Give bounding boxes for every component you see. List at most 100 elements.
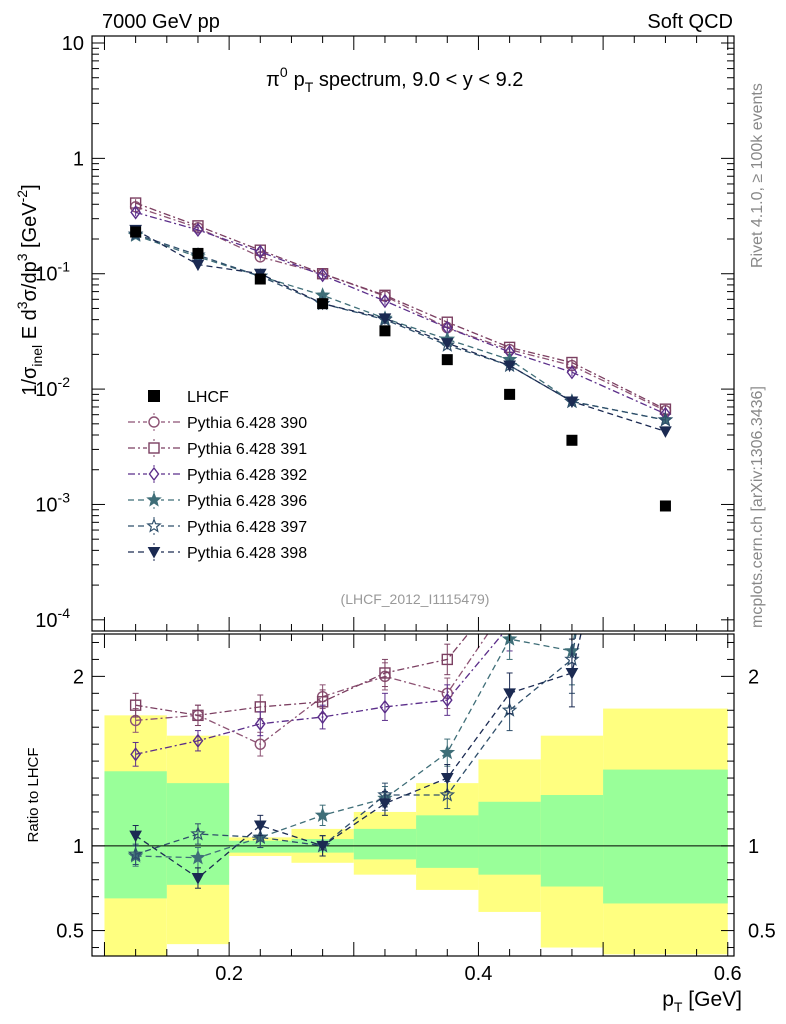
series-line-2 (135, 211, 666, 415)
legend-marker-4 (146, 517, 162, 533)
ratio-series-1-point-1 (192, 709, 204, 722)
series-5-point-6 (503, 360, 516, 373)
ratio-series-line-3 (135, 634, 576, 859)
x-axis-label: pT [GeV] (662, 988, 742, 1015)
main-y-axis-label: 1/σinel E d3σ/dp3 [GeV-2] (14, 184, 45, 395)
ratio-y-tick-label-left-0: 2 (73, 666, 84, 688)
ratio-series-4-point-2 (252, 829, 269, 844)
ratio-series-0-point-2 (254, 738, 266, 750)
main-y-tick-label-0: 10 (62, 33, 84, 55)
series-line-5 (135, 229, 666, 433)
mcplots-reference-label: mcplots.cern.ch [arXiv:1306.3436] (749, 386, 766, 628)
legend-marker-5 (147, 547, 161, 559)
series-2-point-4 (379, 293, 391, 309)
lhcf-data-point-6 (504, 388, 516, 400)
ratio-series-5-point-1 (191, 873, 205, 885)
ratio-series-2-point-2 (254, 716, 266, 731)
series-2-point-2 (254, 244, 266, 259)
ratio-series-5-point-7 (565, 667, 579, 680)
header-left-label: 7000 GeV pp (102, 11, 220, 33)
legend-marker-bg-2 (147, 467, 161, 481)
ratio-series-0-point-7 (567, 265, 577, 275)
main-y-tick-label-5: 10-4 (35, 605, 70, 632)
series-2-point-3 (317, 268, 328, 283)
analysis-id-label: (LHCF_2012_I1115479) (341, 591, 490, 607)
legend-label-3: Pythia 6.428 396 (187, 493, 307, 510)
x-tick-label-2: 0.6 (714, 963, 742, 985)
ratio-series-1-point-7 (567, 214, 577, 224)
plot-title: π0 pT spectrum, 9.0 < y < 9.2 (266, 64, 523, 95)
ratio-series-1-point-5 (441, 653, 453, 666)
legend-marker-1 (148, 442, 160, 454)
series-5-point-4 (378, 313, 392, 325)
ratio-series-2-point-4 (379, 699, 391, 715)
lhcf-data-point-5 (441, 354, 453, 366)
ratio-series-3-point-3 (314, 807, 331, 822)
series-2-point-7 (566, 365, 578, 380)
ratio-series-4-point-5 (439, 786, 456, 802)
legend-marker-2 (148, 466, 160, 482)
main-y-tick-label-4: 10-3 (35, 489, 70, 516)
ratio-series-2-point-3 (317, 709, 328, 725)
stat-uncertainty-band-5 (416, 815, 479, 868)
lhcf-data-point-3 (317, 298, 329, 310)
ratio-series-3-point-1 (190, 849, 206, 865)
ratio-series-0-point-6 (505, 597, 515, 607)
ratio-y-tick-label-right-0: 2 (748, 666, 759, 688)
ratio-series-1-point-4 (379, 667, 391, 679)
stat-uncertainty-band-4 (353, 828, 417, 860)
ratio-series-2-point-1 (192, 733, 204, 748)
ratio-series-5-point-2 (253, 820, 267, 833)
ratio-series-4-point-1 (190, 825, 206, 841)
main-y-tick-label-3: 10-2 (35, 374, 70, 401)
series-1-point-7 (566, 356, 578, 369)
ratio-series-3-point-5 (439, 744, 456, 760)
ratio-series-3-point-8 (659, 60, 671, 72)
ratio-series-line-1 (135, 634, 469, 716)
legend-marker-bg-1 (147, 441, 161, 455)
ratio-series-5-point-4 (378, 798, 392, 811)
ratio-y-tick-label-right-2: 0.5 (748, 921, 776, 943)
ratio-series-2-point-5 (441, 692, 453, 708)
main-y-tick-label-1: 1 (73, 148, 84, 170)
ratio-series-5-point-3 (316, 840, 329, 853)
legend-label-5: Pythia 6.428 398 (187, 545, 307, 562)
legend-lhcf-label: LHCF (187, 389, 229, 406)
legend-label-4: Pythia 6.428 397 (187, 519, 307, 536)
stat-uncertainty-band-8 (603, 769, 728, 904)
series-1-point-0 (129, 197, 142, 209)
ratio-series-4-point-8 (659, 60, 671, 72)
ratio-y-tick-label-right-1: 1 (748, 836, 759, 858)
lhcf-data-point-8 (659, 500, 671, 512)
series-line-0 (135, 206, 666, 412)
ratio-series-5-point-5 (440, 773, 454, 785)
ratio-y-tick-label-left-1: 1 (73, 836, 84, 858)
ratio-series-line-5 (135, 634, 582, 879)
lhcf-data-point-2 (254, 273, 266, 285)
series-5-point-8 (659, 426, 672, 438)
ratio-series-2-point-0 (130, 747, 142, 762)
legend-label-0: Pythia 6.428 390 (187, 415, 307, 432)
ratio-series-1-point-0 (129, 699, 142, 711)
stat-uncertainty-band-7 (540, 795, 604, 887)
ratio-y-axis-label: Ratio to LHCF (25, 747, 42, 842)
lhcf-data-point-0 (130, 226, 142, 238)
x-tick-label-0: 0.2 (215, 963, 243, 985)
legend-label-2: Pythia 6.428 392 (187, 467, 307, 484)
series-5-point-7 (565, 396, 579, 409)
ratio-series-1-point-6 (505, 578, 515, 588)
lhcf-data-point-7 (566, 434, 578, 446)
stat-uncertainty-band-6 (478, 801, 541, 875)
ratio-series-2-point-7 (567, 348, 576, 360)
series-4-point-8 (657, 411, 674, 427)
legend-marker-0 (148, 416, 160, 428)
series-2-point-0 (130, 205, 142, 220)
lhcf-data-point-4 (379, 325, 391, 337)
ratio-series-4-point-0 (127, 846, 144, 861)
header-right-label: Soft QCD (647, 11, 733, 33)
series-5-point-1 (191, 259, 205, 272)
x-tick-label-1: 0.4 (465, 963, 493, 985)
ratio-series-line-2 (135, 634, 504, 755)
series-5-point-5 (440, 338, 454, 350)
